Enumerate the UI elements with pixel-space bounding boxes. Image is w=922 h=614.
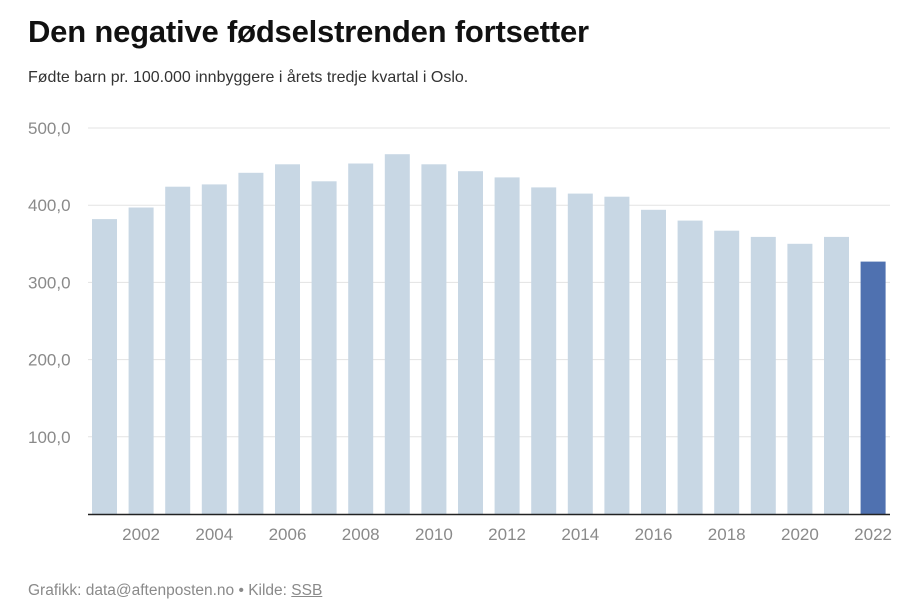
bar-2007 <box>311 181 337 515</box>
bar-2004 <box>201 184 227 514</box>
bar-2017 <box>677 220 703 514</box>
footer-credit: Grafikk: data@aftenposten.no • Kilde: <box>28 582 292 599</box>
x-tick-label: 2012 <box>488 525 526 544</box>
x-tick-label: 2010 <box>415 525 453 544</box>
bar-2014 <box>567 193 593 514</box>
bar-2011 <box>458 171 483 514</box>
bar-2009 <box>384 154 410 514</box>
x-tick-label: 2022 <box>854 525 892 544</box>
x-tick-label: 2006 <box>269 525 307 544</box>
y-axis-labels: 100,0 200,0 300,0 400,0 500,0 <box>28 119 71 447</box>
y-tick-label: 100,0 <box>28 428 71 447</box>
source-link[interactable]: SSB <box>291 582 323 599</box>
x-tick-label: 2020 <box>781 525 819 544</box>
bars <box>92 154 886 515</box>
x-tick-label: 2014 <box>561 525 599 544</box>
x-axis-labels: 2002 2004 2006 2008 2010 2012 2014 2016 2018 2020… <box>122 525 892 544</box>
bar-2015 <box>604 196 630 514</box>
bar-2022 <box>860 261 886 514</box>
bar-2013 <box>531 187 557 514</box>
x-tick-label: 2018 <box>708 525 746 544</box>
y-tick-label: 300,0 <box>28 273 71 292</box>
bar-2005 <box>238 172 264 515</box>
chart-subtitle: Fødte barn pr. 100.000 innbyggere i året… <box>28 69 469 86</box>
bar-2010 <box>421 164 447 515</box>
y-tick-label: 500,0 <box>28 119 71 138</box>
bar-2012 <box>494 177 520 514</box>
bar-2006 <box>275 164 300 515</box>
bar-2001 <box>92 219 117 514</box>
x-tick-label: 2008 <box>342 525 380 544</box>
bar-2016 <box>641 209 666 515</box>
bar-2018 <box>714 230 740 514</box>
chart-title: Den negative fødselstrenden fortsetter <box>28 14 589 49</box>
x-tick-label: 2004 <box>195 525 233 544</box>
bar-2002 <box>128 207 154 514</box>
x-tick-label: 2016 <box>635 525 673 544</box>
bar-2008 <box>348 163 374 514</box>
y-tick-label: 400,0 <box>28 196 71 215</box>
footer: Grafikk: data@aftenposten.no • Kilde: SS… <box>28 582 322 600</box>
bar-2019 <box>750 236 776 514</box>
x-tick-label: 2002 <box>122 525 160 544</box>
bar-2021 <box>824 236 849 514</box>
bar-2020 <box>787 243 813 515</box>
y-tick-label: 200,0 <box>28 351 71 370</box>
bar-2003 <box>165 186 191 514</box>
